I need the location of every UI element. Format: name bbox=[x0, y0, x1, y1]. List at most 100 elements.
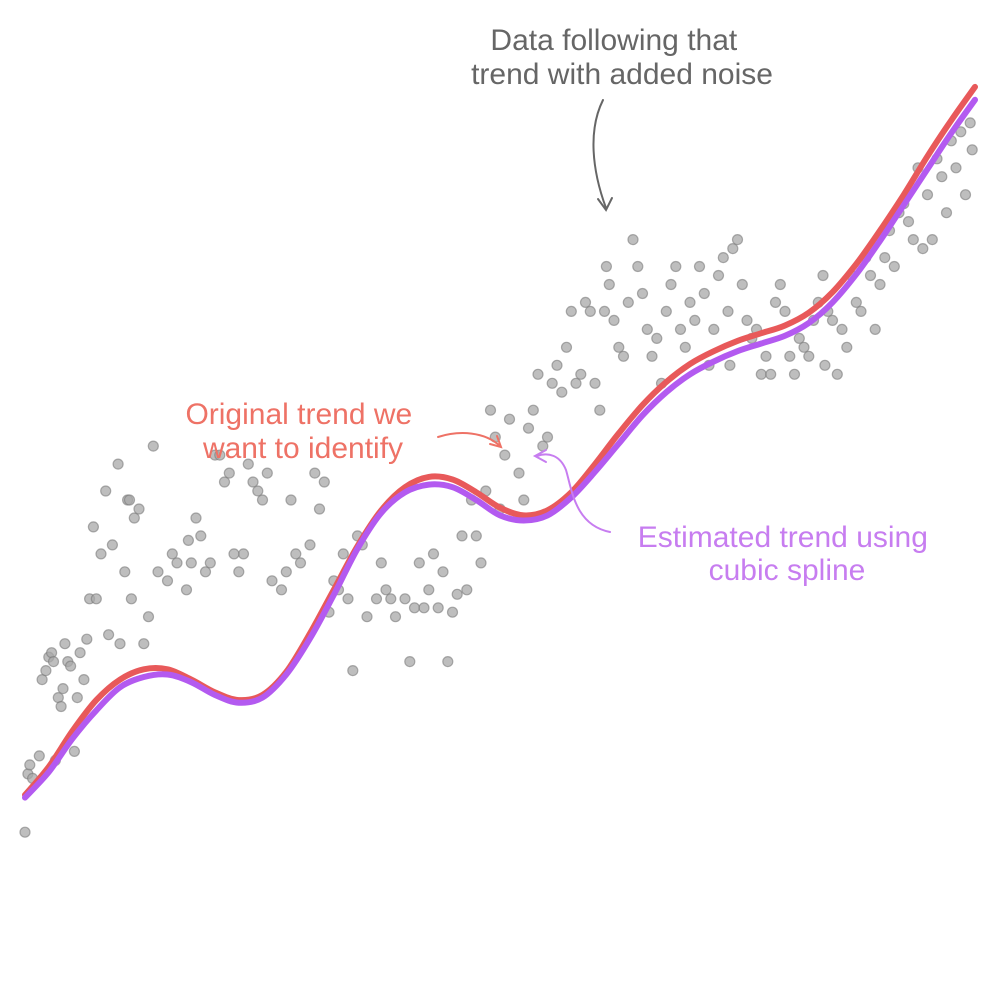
data-point bbox=[19, 826, 31, 838]
data-point bbox=[309, 467, 321, 479]
data-point bbox=[769, 296, 782, 308]
data-point bbox=[641, 323, 653, 335]
data-point bbox=[717, 252, 729, 264]
data-point bbox=[242, 458, 254, 470]
data-point bbox=[959, 189, 972, 201]
data-point bbox=[423, 584, 435, 596]
data-point bbox=[603, 278, 615, 291]
data-point bbox=[408, 602, 421, 614]
data-point bbox=[594, 404, 606, 416]
data-point bbox=[727, 243, 739, 255]
data-point bbox=[532, 368, 544, 380]
data-point bbox=[161, 575, 174, 587]
data-point bbox=[204, 557, 216, 569]
data-point bbox=[106, 539, 119, 551]
annotation-original-arrowhead bbox=[489, 435, 503, 449]
data-point bbox=[798, 341, 810, 353]
data-point bbox=[741, 314, 753, 326]
data-point bbox=[256, 494, 269, 506]
data-point bbox=[819, 359, 831, 371]
data-point bbox=[266, 575, 278, 587]
data-point bbox=[850, 296, 862, 308]
data-point bbox=[551, 359, 563, 371]
data-point bbox=[736, 278, 748, 291]
data-point bbox=[484, 404, 497, 416]
data-point bbox=[33, 750, 45, 762]
data-point bbox=[399, 593, 411, 605]
data-point bbox=[841, 341, 853, 353]
data-point bbox=[180, 584, 193, 596]
data-point bbox=[722, 305, 734, 317]
data-point bbox=[128, 512, 140, 524]
data-point bbox=[755, 368, 767, 380]
data-point bbox=[817, 269, 829, 282]
data-point bbox=[437, 566, 449, 578]
data-point bbox=[114, 638, 126, 650]
data-point bbox=[584, 305, 596, 317]
data-point bbox=[546, 377, 558, 389]
data-point bbox=[461, 584, 473, 596]
data-point bbox=[598, 305, 611, 317]
data-point bbox=[304, 539, 316, 551]
data-point bbox=[380, 584, 392, 596]
data-point bbox=[831, 368, 843, 380]
data-point bbox=[864, 269, 877, 282]
data-point bbox=[902, 216, 915, 228]
data-point bbox=[646, 350, 658, 362]
data-point bbox=[926, 234, 938, 246]
data-point bbox=[565, 305, 577, 317]
data-point bbox=[337, 548, 349, 560]
data-point bbox=[684, 296, 696, 308]
data-point bbox=[233, 566, 245, 578]
data-point bbox=[522, 422, 535, 434]
data-point bbox=[313, 503, 326, 515]
data-point bbox=[78, 673, 90, 686]
original-trend-line bbox=[22, 83, 978, 798]
data-point bbox=[760, 350, 772, 362]
data-point bbox=[708, 323, 720, 335]
data-point bbox=[237, 548, 250, 560]
data-point bbox=[370, 593, 383, 605]
data-point bbox=[102, 629, 115, 641]
data-point bbox=[68, 745, 81, 758]
data-point bbox=[724, 359, 736, 371]
data-point bbox=[608, 314, 620, 326]
data-point bbox=[57, 682, 69, 695]
annotation-estimated-line2: cubic spline bbox=[709, 554, 866, 587]
data-point bbox=[888, 260, 900, 273]
data-point bbox=[712, 269, 725, 282]
data-point bbox=[456, 530, 468, 542]
annotation-original-line1: Original trend we bbox=[185, 398, 412, 431]
data-point bbox=[112, 458, 124, 470]
data-point bbox=[342, 593, 354, 605]
data-point bbox=[936, 171, 948, 183]
data-point bbox=[793, 332, 805, 344]
data-point bbox=[64, 660, 77, 672]
data-point bbox=[223, 467, 235, 479]
data-point bbox=[166, 548, 178, 560]
data-point bbox=[190, 512, 202, 524]
data-point bbox=[836, 323, 848, 335]
data-point bbox=[318, 476, 330, 488]
data-point bbox=[147, 440, 159, 452]
data-point bbox=[579, 296, 592, 308]
annotation-estimated-arrowhead bbox=[532, 449, 547, 463]
data-point bbox=[100, 485, 112, 497]
data-point bbox=[119, 566, 131, 578]
data-point bbox=[698, 287, 710, 300]
data-point bbox=[361, 611, 373, 623]
data-point bbox=[152, 566, 164, 578]
data-point bbox=[499, 449, 511, 461]
data-point bbox=[40, 664, 52, 677]
data-point bbox=[404, 655, 416, 668]
data-point bbox=[855, 305, 867, 317]
data-point bbox=[693, 260, 706, 273]
data-point bbox=[869, 323, 881, 335]
data-point bbox=[774, 278, 786, 291]
data-point bbox=[784, 350, 796, 362]
data-point bbox=[964, 117, 976, 129]
data-point bbox=[966, 144, 978, 156]
data-point bbox=[252, 485, 264, 497]
data-point bbox=[47, 655, 60, 668]
